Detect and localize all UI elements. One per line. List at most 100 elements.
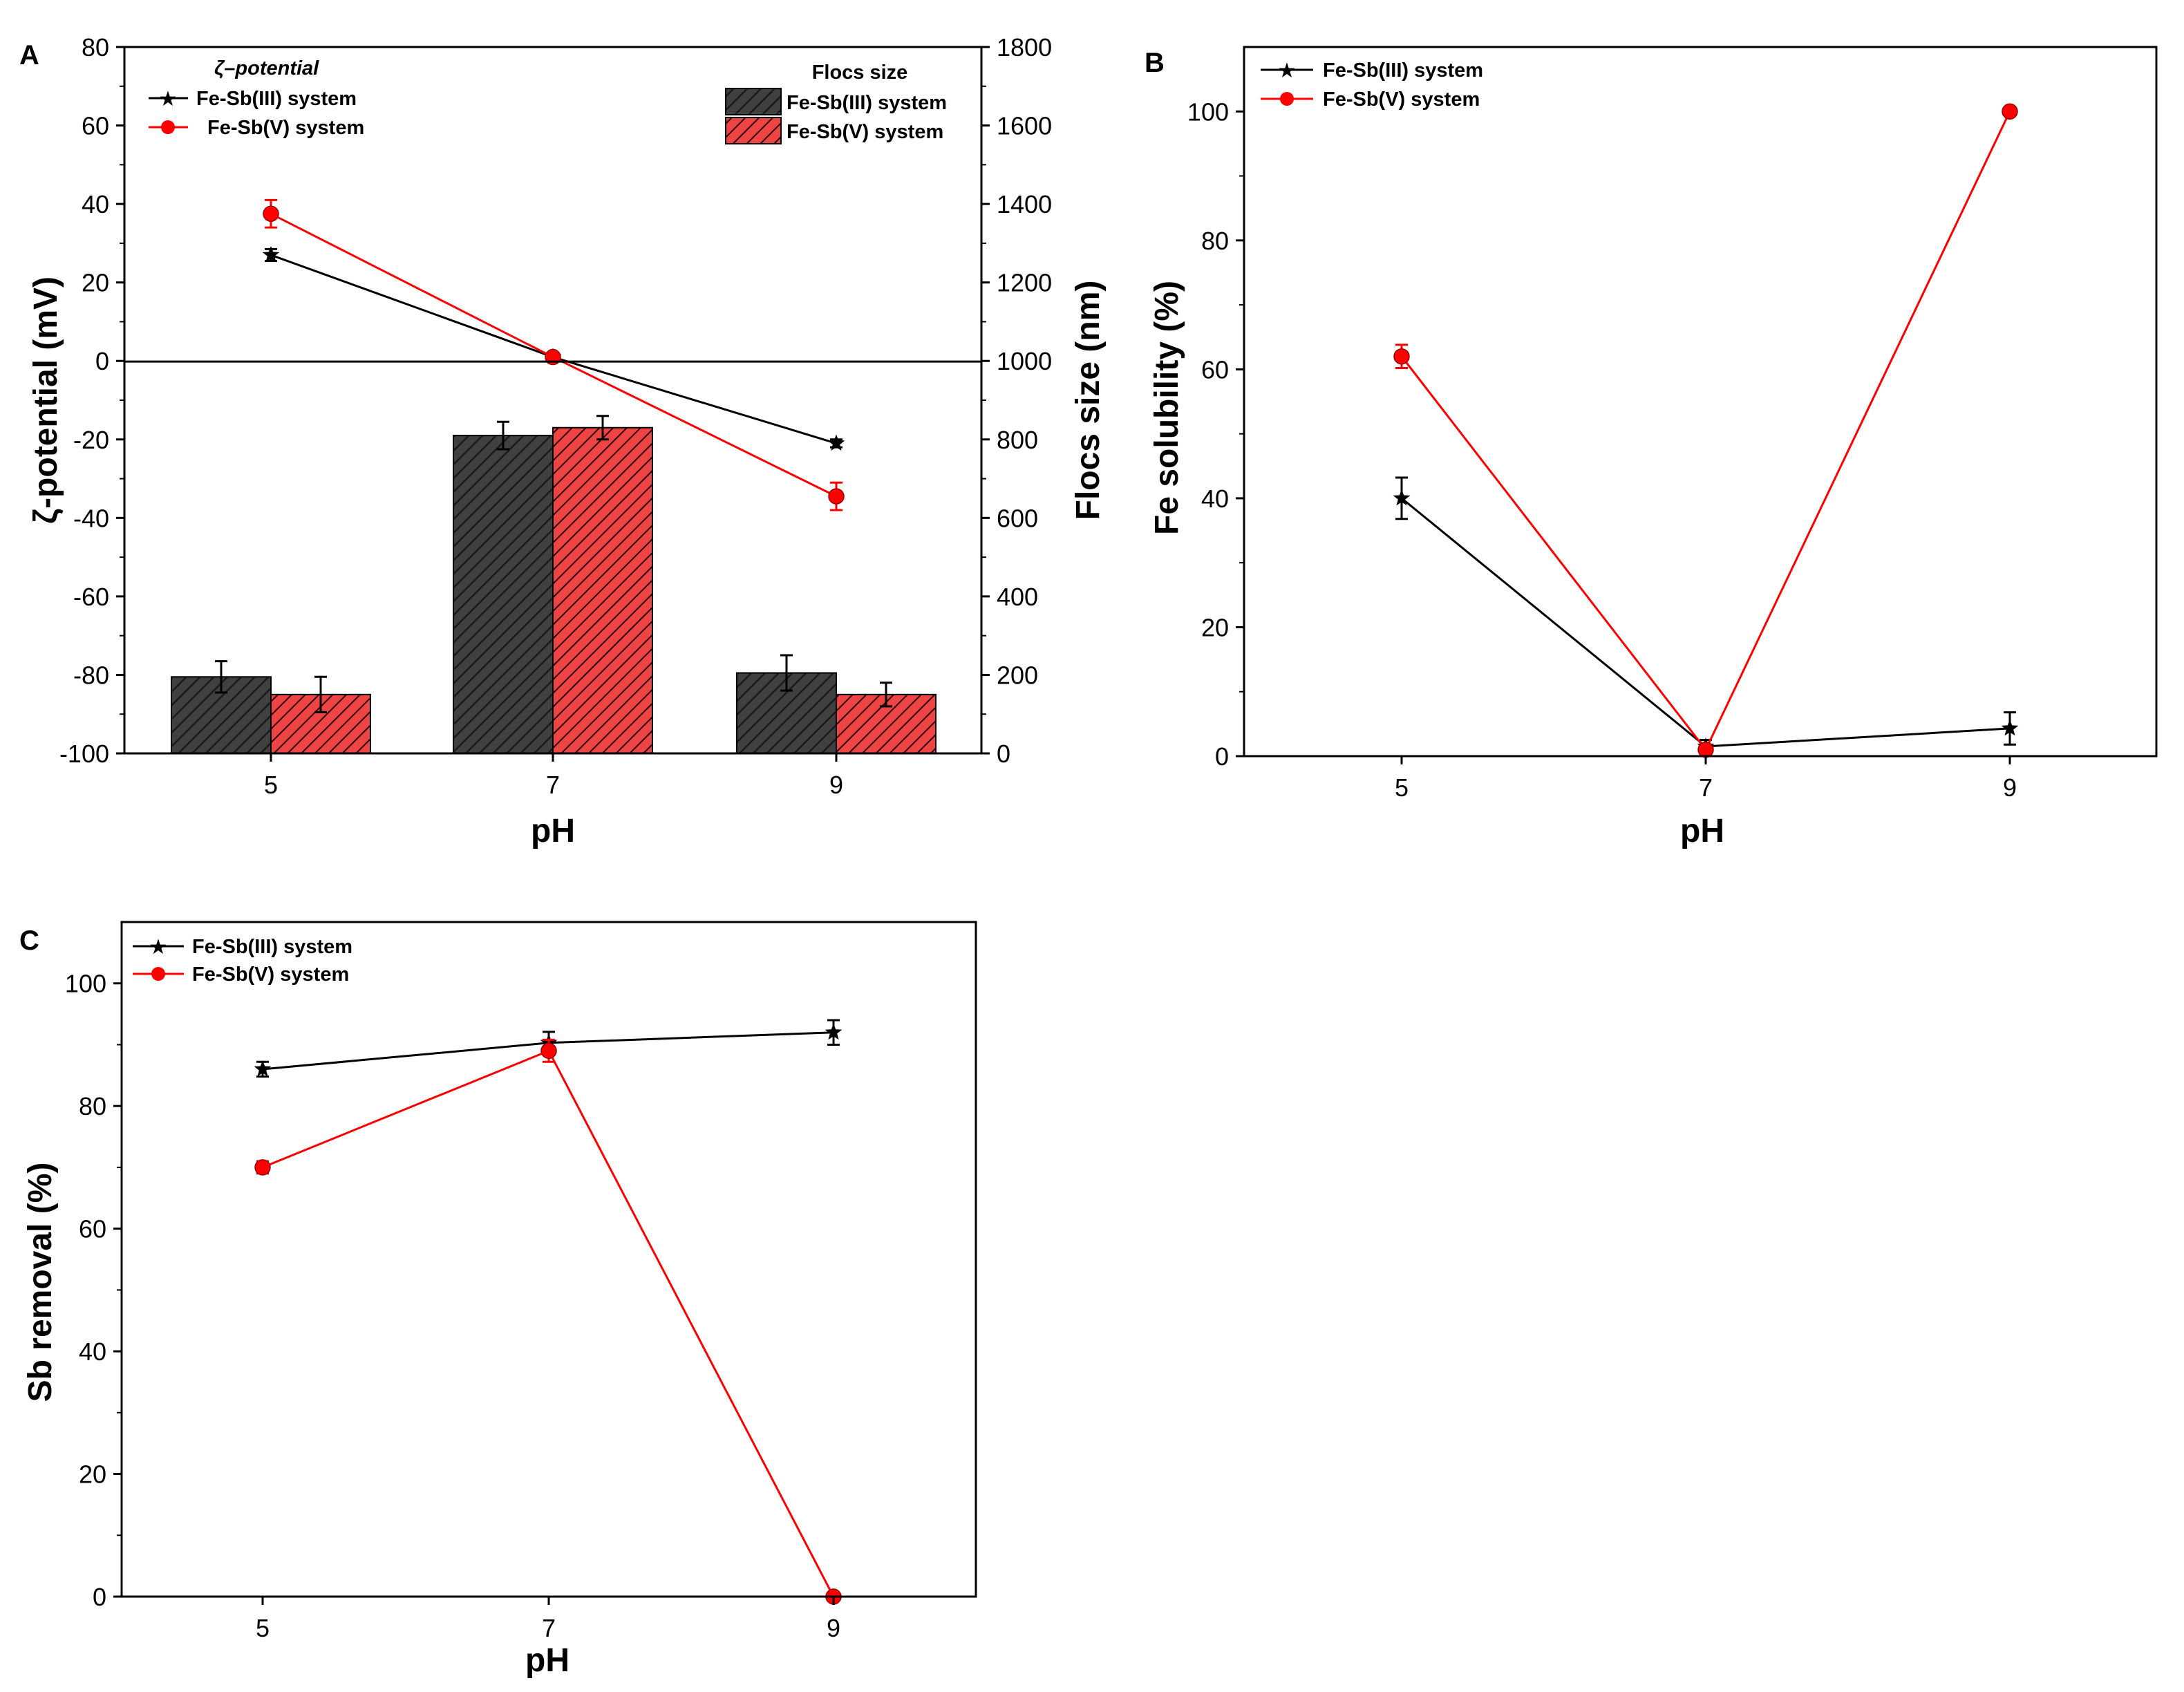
panel-b-ylabel: Fe solubility (%) (1149, 281, 1185, 535)
panel-a-series-1-point-0 (263, 205, 279, 223)
panel-a-legend-line-iii-label: Fe-Sb(III) system (196, 88, 357, 110)
panel-a-xtick-label-1: 7 (546, 771, 560, 799)
panel-a-legend-line-v-label: Fe-Sb(V) system (207, 117, 364, 139)
panel-a-ticks: 806040200-20-40-60-80-100180016001400120… (59, 33, 1052, 799)
panel-c-series-1-point-0 (254, 1159, 271, 1176)
panel-a-legend-line-v: Fe-Sb(V) system (149, 117, 364, 139)
panel-a: A 806040200-20-40-60-80-1001800160014001… (19, 33, 1107, 849)
panel-a-xtick-label-0: 5 (264, 771, 278, 799)
panel-c-xlabel: pH (525, 1642, 569, 1679)
panel-b-series-0-point-2 (2001, 719, 2019, 736)
panel-b-ytick-label-2: 40 (1201, 485, 1229, 513)
panel-c-ylabel: Sb removal (%) (22, 1163, 59, 1402)
panel-a-legend-bar-iii-label: Fe-Sb(III) system (787, 92, 947, 114)
panel-a-ytick-right-label-0: 1800 (997, 33, 1052, 62)
panel-c-ytick-label-2: 40 (79, 1337, 106, 1366)
panel-a-ytick-right-label-2: 1400 (997, 190, 1052, 218)
panel-c-legend-v-label: Fe-Sb(V) system (192, 964, 349, 986)
panel-b-xlabel: pH (1680, 813, 1724, 849)
panel-a-legend-lines-title: ζ–potential (214, 57, 319, 79)
panel-a-label: A (19, 40, 39, 70)
panel-c-series-0-point-0 (254, 1060, 272, 1077)
panel-a-bar-1-1 (552, 426, 653, 754)
legend-star-marker: ★ (1278, 59, 1297, 83)
panel-a-series-0-point-2 (827, 434, 845, 451)
panel-a-ytick-right-label-9: 0 (997, 740, 1010, 768)
panel-a-ylabel-left: ζ-potential (mV) (28, 276, 64, 524)
panel-c-series-0-point-2 (825, 1023, 842, 1040)
panel-c-frame (120, 921, 977, 1598)
panel-c-xtick-label-2: 9 (827, 1614, 840, 1642)
panel-b-ytick-label-0: 0 (1215, 742, 1229, 771)
panel-b-label: B (1145, 48, 1165, 78)
panel-a-legend-bar-v-label: Fe-Sb(V) system (787, 121, 943, 143)
panel-a-ytick-right-label-4: 1000 (997, 347, 1052, 375)
panel-a-ytick-label-8: -80 (73, 661, 109, 689)
panel-b-frame (1243, 46, 2158, 758)
panel-c-ytick-label-0: 0 (93, 1583, 106, 1611)
panel-a-ytick-label-7: -60 (73, 583, 109, 611)
panel-a-ytick-label-4: 0 (95, 347, 109, 375)
legend-star-marker: ★ (159, 87, 178, 111)
panel-b-series-1-point-2 (2002, 103, 2018, 120)
panel-c-ytick-label-5: 100 (65, 970, 106, 998)
panel-b-series-1-point-0 (1393, 348, 1410, 365)
panel-a-xlabel: pH (531, 813, 575, 849)
panel-b-legend-iii: ★ Fe-Sb(III) system (1261, 59, 1483, 83)
panel-a-bars (171, 415, 936, 754)
panel-b-ticks: 0 20 40 60 80 100 5 7 9 (1187, 97, 2017, 802)
panel-c-legend-iii-label: Fe-Sb(III) system (192, 936, 352, 958)
panel-b-legend-iii-label: Fe-Sb(III) system (1323, 59, 1483, 82)
panel-c-legend-iii: ★ Fe-Sb(III) system (133, 935, 352, 959)
panel-b-xtick-label-2: 9 (2003, 773, 2017, 802)
panel-a-ytick-label-9: -100 (59, 740, 109, 768)
panel-a-lines (262, 198, 845, 511)
panel-a-ytick-label-1: 60 (82, 112, 109, 140)
panel-b-xtick-label-0: 5 (1395, 773, 1409, 802)
panel-a-bar-0-1 (453, 435, 554, 754)
panel-b-lines (1393, 103, 2019, 758)
panel-a-ytick-right-label-1: 1600 (997, 112, 1052, 140)
panel-c-lines (254, 1019, 842, 1605)
panel-b-legend-v-label: Fe-Sb(V) system (1323, 88, 1480, 111)
panel-a-ytick-right-label-6: 600 (997, 504, 1038, 532)
panel-a-series-1-point-2 (828, 488, 845, 505)
panel-c-ytick-label-3: 60 (79, 1215, 106, 1243)
panel-a-legend-bars-title: Flocs size (812, 62, 908, 84)
panel-b-xtick-label-1: 7 (1699, 773, 1713, 802)
panel-a-ylabel-right: Flocs size (nm) (1070, 281, 1107, 520)
panel-c-ytick-label-1: 20 (79, 1460, 106, 1489)
panel-a-series-0-point-0 (262, 245, 280, 263)
panel-a-ytick-right-label-7: 400 (997, 583, 1038, 611)
panel-a-ytick-label-2: 40 (82, 190, 109, 218)
panel-a-legend-bar-iii: Fe-Sb(III) system (725, 88, 947, 115)
panel-a-ytick-right-label-5: 800 (997, 426, 1038, 454)
panel-b-series-0-point-0 (1393, 489, 1411, 506)
panel-c-series-1-point-1 (540, 1042, 557, 1060)
panel-c-ytick-label-4: 80 (79, 1092, 106, 1120)
panel-b-series-1-line (1400, 111, 2011, 752)
panel-a-ytick-label-0: 80 (82, 33, 109, 62)
panel-b-ytick-label-3: 60 (1201, 355, 1229, 384)
panel-a-ytick-right-label-3: 1200 (997, 269, 1052, 297)
panel-b: B 0 20 40 60 80 100 5 7 9 pH Fe solubility (%) ★… (1145, 46, 2158, 849)
legend-star-marker: ★ (149, 935, 168, 959)
panel-b-legend-v: Fe-Sb(V) system (1261, 88, 1480, 111)
panel-c: C 0 20 40 60 80 100 5 7 9 pH Sb removal (%) ★ Fe… (19, 921, 977, 1679)
panel-a-legend-bar-v: Fe-Sb(V) system (725, 117, 943, 144)
panel-c-label: C (19, 925, 39, 956)
panel-a-ytick-label-5: -20 (73, 426, 109, 454)
panel-a-ytick-right-label-8: 200 (997, 661, 1038, 689)
panel-c-ticks: 0 20 40 60 80 100 5 7 9 (65, 970, 840, 1642)
panel-a-ytick-label-6: -40 (73, 504, 109, 532)
panel-b-ytick-label-4: 80 (1201, 227, 1229, 255)
panel-c-series-1-line (262, 1049, 835, 1597)
panel-a-ytick-label-3: 20 (82, 269, 109, 297)
panel-b-ytick-label-1: 20 (1201, 613, 1229, 641)
panel-a-legend-line-iii: ★ Fe-Sb(III) system (149, 87, 357, 111)
panel-b-series-0-line (1401, 497, 2011, 748)
panel-c-legend-v: Fe-Sb(V) system (133, 964, 349, 986)
panel-c-xtick-label-0: 5 (256, 1614, 270, 1642)
panel-a-xtick-label-2: 9 (829, 771, 843, 799)
